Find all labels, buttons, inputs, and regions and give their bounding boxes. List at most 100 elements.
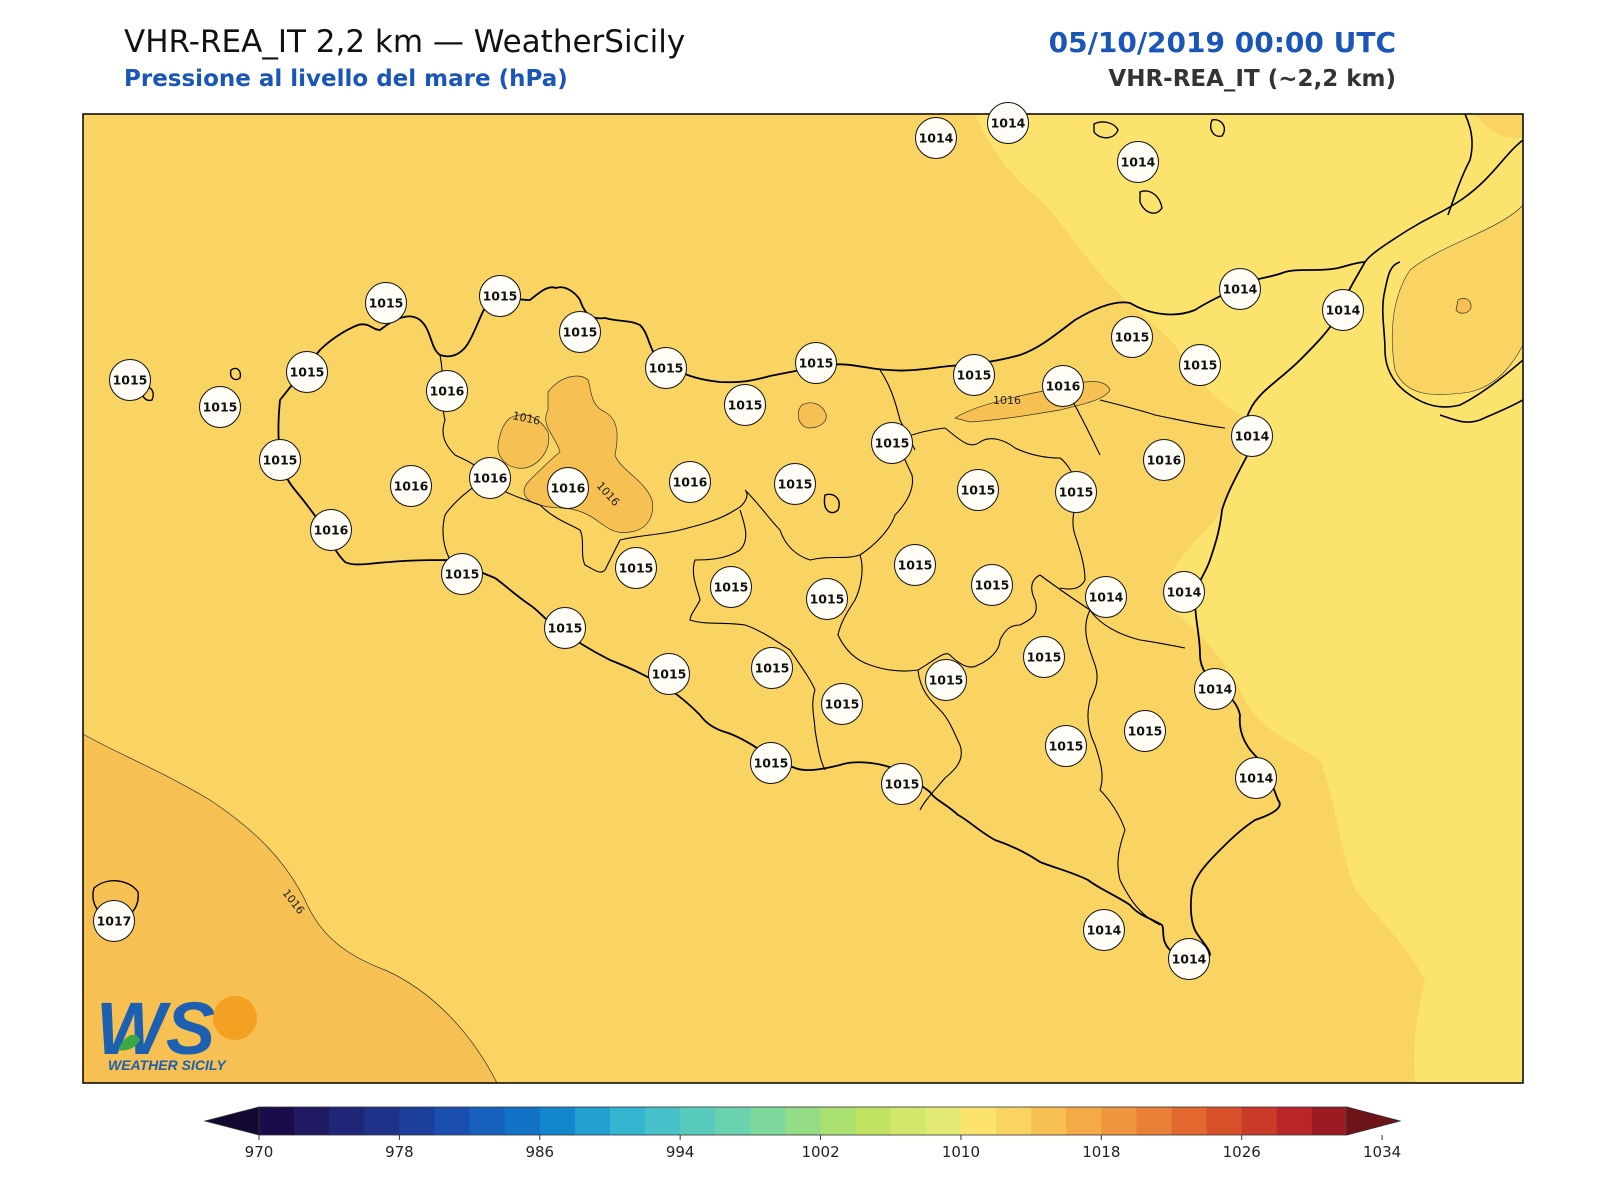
station-circle xyxy=(871,422,913,464)
station-marker: 1014 xyxy=(1163,571,1205,613)
station-marker: 1015 xyxy=(365,282,407,324)
station-marker: 1016 xyxy=(310,509,352,551)
station-marker: 1016 xyxy=(390,465,432,507)
colorbar-tick-label: 1034 xyxy=(1363,1143,1401,1161)
station-circle xyxy=(1179,344,1221,386)
station-pressure-value: 1015 xyxy=(755,661,790,676)
station-pressure-value: 1015 xyxy=(1059,485,1094,500)
colorbar-tick-label: 1002 xyxy=(801,1143,839,1161)
station-marker: 1015 xyxy=(821,683,863,725)
station-marker: 1015 xyxy=(795,342,837,384)
station-pressure-value: 1015 xyxy=(714,580,749,595)
station-pressure-value: 1015 xyxy=(778,477,813,492)
colorbar-extend-max xyxy=(1346,1106,1402,1136)
station-marker: 1014 xyxy=(1194,668,1236,710)
station-circle xyxy=(894,544,936,586)
station-marker: 1016 xyxy=(547,467,589,509)
station-pressure-value: 1015 xyxy=(728,398,763,413)
station-pressure-value: 1014 xyxy=(1198,682,1233,697)
station-circle xyxy=(1055,471,1097,513)
station-circle xyxy=(426,370,468,412)
station-circle xyxy=(1023,636,1065,678)
station-pressure-value: 1014 xyxy=(1326,303,1361,318)
contour-1016-patch xyxy=(1455,298,1472,314)
map-variable-subtitle: Pressione al livello del mare (hPa) xyxy=(124,66,568,92)
station-pressure-value: 1015 xyxy=(754,756,789,771)
colorbar-swatch xyxy=(399,1107,435,1135)
station-circle xyxy=(1168,938,1210,980)
weathersicily-logo: WS WEATHER SICILY xyxy=(96,987,257,1073)
station-pressure-value: 1015 xyxy=(483,289,518,304)
station-circle xyxy=(806,578,848,620)
station-pressure-value: 1015 xyxy=(548,621,583,636)
colorbar-tick-label: 978 xyxy=(385,1143,414,1161)
colorbar-swatch xyxy=(329,1107,365,1135)
station-marker: 1014 xyxy=(1085,576,1127,618)
station-circle xyxy=(987,102,1029,144)
colorbar-swatch xyxy=(504,1107,541,1135)
station-circle xyxy=(109,359,151,401)
station-marker: 1015 xyxy=(894,544,936,586)
station-marker: 1014 xyxy=(1219,268,1261,310)
station-marker: 1015 xyxy=(259,439,301,481)
colorbar-swatch xyxy=(469,1107,506,1135)
station-pressure-value: 1015 xyxy=(290,365,325,380)
station-marker: 1016 xyxy=(669,461,711,503)
colorbar-swatch xyxy=(1311,1107,1348,1135)
station-circle xyxy=(1085,576,1127,618)
colorbar: 970 978 986 994 1002 1010 1018 1026 1034 xyxy=(203,1106,1402,1161)
station-circle xyxy=(1124,710,1166,752)
station-circle xyxy=(559,311,601,353)
station-circle xyxy=(1163,571,1205,613)
calabria-coastline xyxy=(1382,261,1523,408)
colorbar-swatch xyxy=(820,1107,857,1135)
station-circle xyxy=(774,463,816,505)
station-pressure-value: 1015 xyxy=(1115,330,1150,345)
calabria-coastline xyxy=(1439,399,1523,423)
station-marker: 1017 xyxy=(93,900,135,942)
colorbar-swatch xyxy=(364,1107,400,1135)
station-pressure-value: 1015 xyxy=(975,578,1010,593)
station-pressure-value: 1015 xyxy=(1128,724,1163,739)
station-pressure-value: 1014 xyxy=(919,131,954,146)
station-marker: 1016 xyxy=(1042,365,1084,407)
island-vulcano xyxy=(1139,190,1163,214)
island-stromboli xyxy=(1210,119,1226,137)
station-circle xyxy=(881,763,923,805)
station-marker: 1015 xyxy=(710,566,752,608)
station-circle xyxy=(953,354,995,396)
colorbar-swatch xyxy=(960,1107,997,1135)
station-pressure-value: 1014 xyxy=(1235,429,1270,444)
station-pressure-value: 1016 xyxy=(473,471,508,486)
station-pressure-value: 1014 xyxy=(1121,155,1156,170)
station-pressure-value: 1014 xyxy=(1223,282,1258,297)
station-marker: 1016 xyxy=(426,370,468,412)
colorbar-swatch xyxy=(1241,1107,1278,1135)
station-pressure-value: 1014 xyxy=(1239,771,1274,786)
colorbar-swatch xyxy=(645,1107,681,1135)
colorbar-swatch xyxy=(539,1107,576,1135)
station-marker: 1015 xyxy=(441,553,483,595)
station-circle xyxy=(1235,757,1277,799)
colorbar-swatch xyxy=(890,1107,927,1135)
station-circle xyxy=(1083,909,1125,951)
province-borders xyxy=(439,354,1226,926)
station-pressure-value: 1015 xyxy=(113,373,148,388)
station-marker: 1015 xyxy=(1023,636,1065,678)
valid-datetime: 05/10/2019 00:00 UTC xyxy=(1048,26,1396,59)
station-marker: 1014 xyxy=(987,102,1029,144)
station-circle xyxy=(1219,268,1261,310)
calabria-coastline xyxy=(1447,114,1473,216)
station-marker: 1014 xyxy=(1231,415,1273,457)
station-markers: 1014 1014 1014 1015 1015 1015 1014 1014 1015 1015… xyxy=(93,102,1364,980)
logo-letters: WS xyxy=(96,987,215,1070)
station-circle xyxy=(971,564,1013,606)
station-marker: 1015 xyxy=(724,384,766,426)
station-pressure-value: 1015 xyxy=(445,567,480,582)
station-pressure-value: 1015 xyxy=(369,296,404,311)
station-pressure-value: 1016 xyxy=(673,475,708,490)
station-pressure-value: 1017 xyxy=(97,914,132,929)
sicily-coastline xyxy=(277,261,1367,958)
map-frame xyxy=(82,113,1524,1084)
